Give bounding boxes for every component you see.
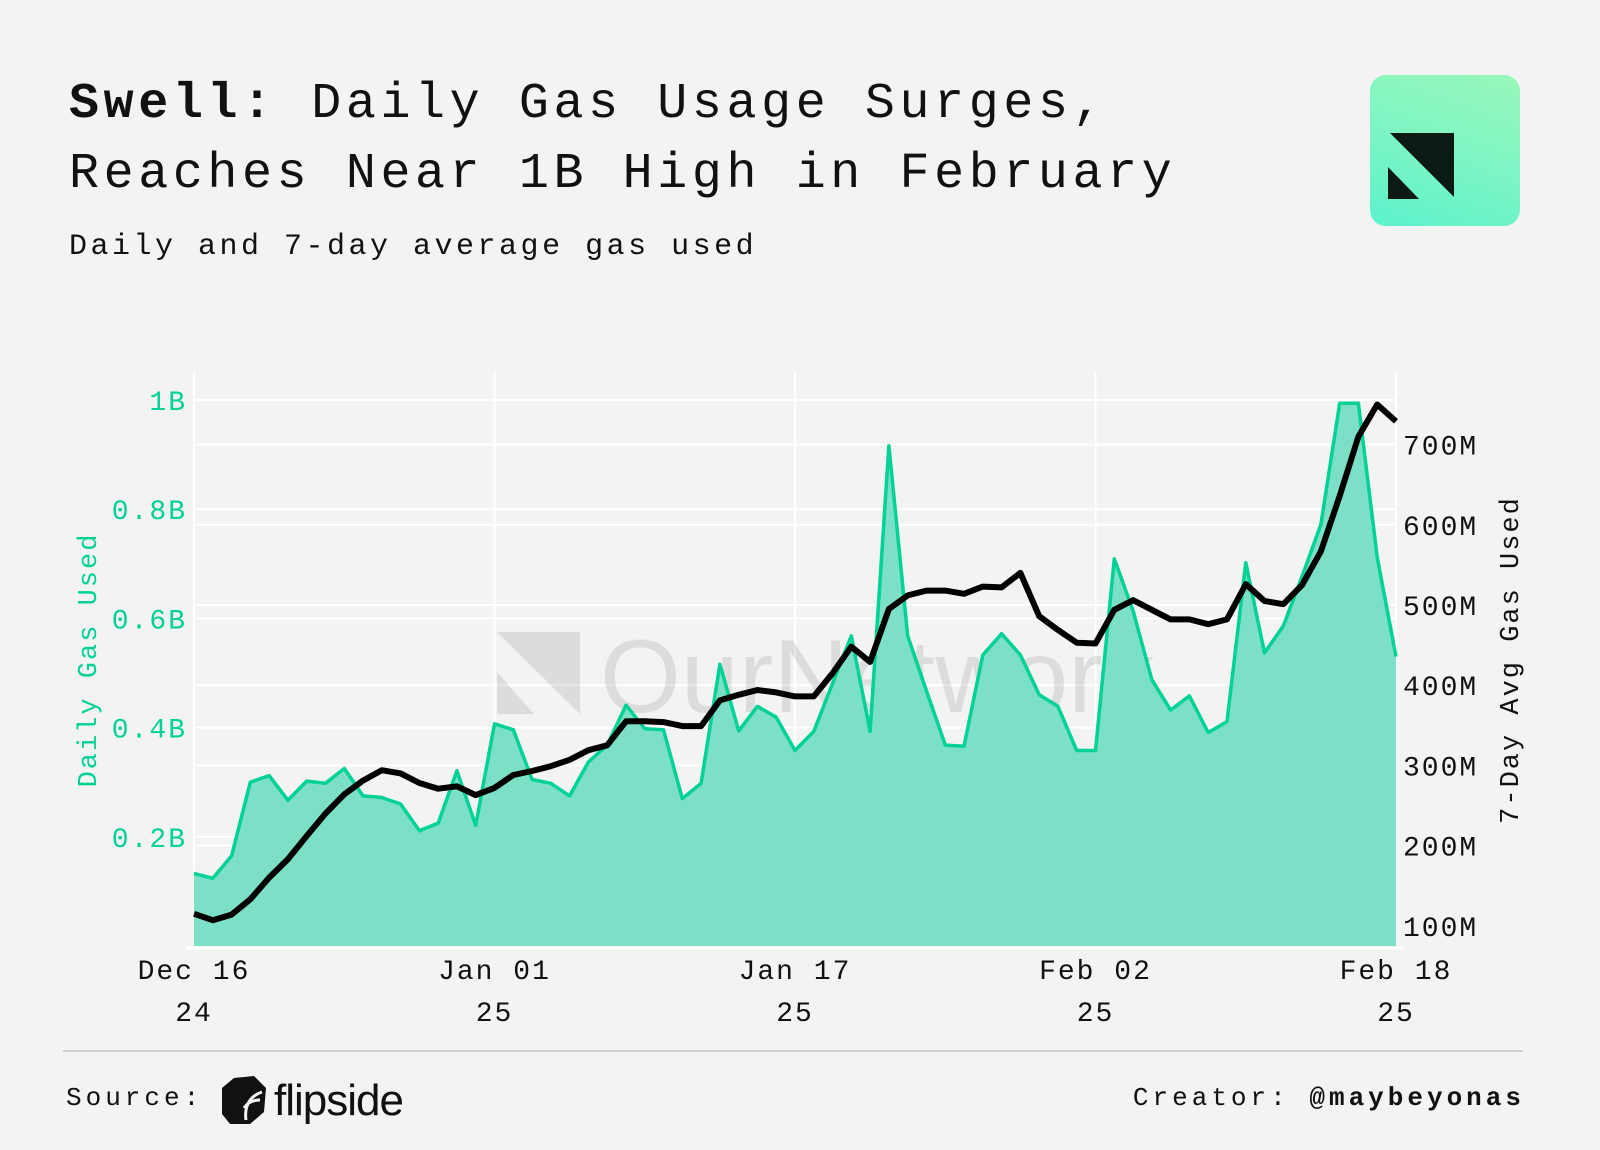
title-line2: Reaches Near 1B High in February [69, 146, 1177, 203]
watermark-logo-icon [497, 672, 534, 714]
x-tick-label: Feb 02 [1039, 957, 1152, 988]
x-tick-label: Jan 17 [739, 957, 852, 988]
x-tick-year-label: 24 [175, 999, 213, 1030]
daily-gas-area [194, 403, 1396, 946]
axes: 0.2B 0.4B 0.6B 0.8B 1B 100M 200M 300M 400M 500M 60… [112, 388, 1478, 1030]
y-left-tick-label: 0.8B [112, 497, 187, 528]
flipside-wordmark: flipside [274, 1076, 404, 1125]
y-right-tick-label: 300M [1403, 753, 1478, 784]
flipside-logo: flipside [220, 1076, 404, 1126]
series [193, 401, 1398, 946]
avg-gas-line [193, 401, 1398, 924]
y-right-tick-label: 400M [1403, 673, 1478, 704]
y-left-tick-label: 0.6B [112, 606, 187, 637]
y-axis-left-label: Daily Gas Used [75, 533, 105, 788]
chart-title: Swell: Daily Gas Usage Surges, Reaches N… [69, 70, 1176, 210]
title-line1: Daily Gas Usage Surges, [276, 76, 1108, 133]
y-right-tick-label: 100M [1403, 914, 1478, 945]
creator: Creator: @maybeyonas [1133, 1083, 1525, 1113]
y-left-tick-label: 0.2B [112, 825, 187, 856]
y-right-tick-label: 700M [1403, 433, 1478, 464]
x-tick-year-label: 25 [476, 999, 514, 1030]
x-tick-label: Jan 01 [438, 957, 551, 988]
x-tick-label: Feb 18 [1340, 957, 1453, 988]
x-tick-year-label: 25 [776, 999, 814, 1030]
y-left-tick-label: 0.4B [112, 716, 187, 747]
ournetwork-logo-icon [1370, 75, 1520, 226]
x-tick-label: Dec 16 [138, 957, 251, 988]
y-right-tick-label: 600M [1403, 513, 1478, 544]
chart-subtitle: Daily and 7-day average gas used [69, 230, 758, 264]
source-label: Source: [66, 1083, 204, 1113]
creator-label: Creator: [1132, 1083, 1290, 1113]
y-right-tick-label: 500M [1403, 593, 1478, 624]
x-tick-year-label: 25 [1377, 999, 1415, 1030]
title-bold: Swell: [69, 76, 277, 133]
creator-handle: @maybeyonas [1309, 1083, 1525, 1113]
watermark-logo-icon [497, 632, 580, 714]
y-left-tick-label: 1B [149, 388, 187, 419]
x-tick-year-label: 25 [1077, 999, 1115, 1030]
footer-divider [63, 1050, 1523, 1052]
y-axis-right-label: 7-Day Avg Gas Used [1497, 496, 1527, 824]
y-right-tick-label: 200M [1403, 834, 1478, 865]
flipside-logo-icon [222, 1076, 266, 1124]
daily-gas-line [193, 401, 1398, 881]
